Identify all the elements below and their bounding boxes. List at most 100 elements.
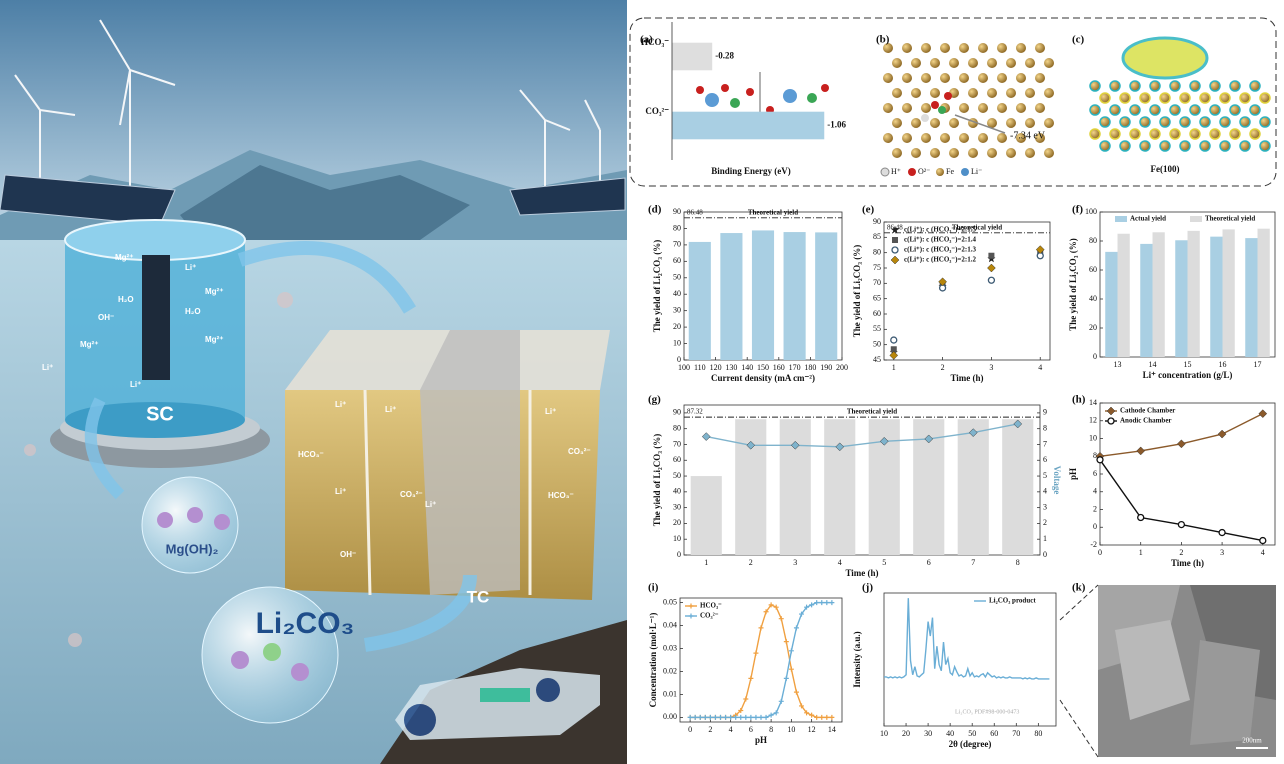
atom bbox=[730, 98, 740, 108]
marker bbox=[1177, 520, 1186, 529]
atom bbox=[1109, 104, 1121, 116]
legend-label: CO₃²⁻ bbox=[700, 612, 719, 620]
atom bbox=[1016, 103, 1026, 113]
y2-tick-label: 2 bbox=[1043, 518, 1047, 527]
value-label: -1.06 bbox=[827, 120, 846, 130]
atom bbox=[1239, 92, 1251, 104]
marker bbox=[1259, 536, 1267, 545]
atom bbox=[807, 93, 817, 103]
marker bbox=[733, 714, 739, 720]
y2-tick-label: 7 bbox=[1043, 439, 1047, 448]
energy-label: -7.34 eV bbox=[1010, 130, 1046, 141]
y2-tick-label: 3 bbox=[1043, 502, 1047, 511]
marker bbox=[793, 625, 799, 631]
atom bbox=[1016, 73, 1026, 83]
atom bbox=[938, 106, 946, 114]
atom bbox=[1199, 116, 1211, 128]
legend-label: c(Li⁺): c (HCO₃⁻)=2:1.2 bbox=[904, 256, 976, 264]
legend-label: HCO₃⁻ bbox=[700, 602, 722, 610]
atom bbox=[968, 88, 978, 98]
y-tick-label: 8 bbox=[1093, 451, 1097, 460]
y-tick-label: 50 bbox=[673, 273, 681, 282]
y2-axis-label: Voltage bbox=[1052, 466, 1062, 495]
x-tick-label: 80 bbox=[1034, 729, 1042, 738]
y-tick-label: 0.04 bbox=[663, 620, 677, 629]
atom bbox=[1229, 128, 1241, 140]
atom bbox=[746, 88, 754, 96]
ion: Li⁺ bbox=[335, 487, 346, 496]
marker bbox=[688, 603, 694, 609]
atom bbox=[1035, 73, 1045, 83]
atom bbox=[892, 58, 902, 68]
marker bbox=[1106, 406, 1116, 416]
marker bbox=[738, 714, 744, 720]
bar bbox=[672, 111, 825, 140]
atom bbox=[1006, 118, 1016, 128]
atom bbox=[940, 133, 950, 143]
bar bbox=[735, 419, 767, 555]
atom bbox=[1099, 140, 1111, 152]
marker bbox=[1137, 513, 1145, 522]
y-tick-label: 80 bbox=[673, 424, 681, 433]
x-axis-label: Time (h) bbox=[950, 373, 983, 383]
x-tick-label: 110 bbox=[694, 363, 706, 372]
panel-label: (h) bbox=[1072, 394, 1086, 406]
marker bbox=[890, 336, 898, 344]
bar bbox=[720, 233, 743, 360]
x-axis-label: Time (h) bbox=[1171, 558, 1204, 568]
atom bbox=[1179, 116, 1191, 128]
y-axis-label: The yield of Li₂CO₃ (%) bbox=[1068, 238, 1078, 330]
atom bbox=[959, 43, 969, 53]
y-tick-label: 80 bbox=[673, 223, 681, 232]
panel-label: (d) bbox=[648, 204, 662, 216]
y-tick-label: 60 bbox=[873, 309, 881, 318]
atom bbox=[921, 73, 931, 83]
marker bbox=[968, 428, 978, 437]
atom bbox=[892, 88, 902, 98]
marker bbox=[1013, 419, 1023, 429]
panel-label: (k) bbox=[1072, 582, 1086, 594]
precipitate-label: Mg(OH)₂ bbox=[166, 541, 219, 556]
x-tick-label: 16 bbox=[1219, 360, 1227, 369]
marker bbox=[1218, 528, 1226, 537]
x-tick-label: 14 bbox=[1149, 360, 1157, 369]
x-tick-label: 8 bbox=[1016, 558, 1020, 567]
x-tick-label: 2 bbox=[1179, 548, 1183, 557]
annotation: Li₂CO₃ PDF#98-000-0473 bbox=[955, 709, 1019, 715]
atom bbox=[911, 148, 921, 158]
x-tick-label: 13 bbox=[1114, 360, 1122, 369]
x-tick-label: 130 bbox=[725, 363, 737, 372]
marker bbox=[824, 714, 830, 720]
atom bbox=[1169, 128, 1181, 140]
atom bbox=[902, 103, 912, 113]
atom bbox=[883, 73, 893, 83]
ion: Li⁺ bbox=[385, 405, 396, 414]
atom bbox=[1149, 104, 1161, 116]
atom bbox=[1159, 140, 1171, 152]
x-tick-label: 4 bbox=[1038, 363, 1042, 372]
marker bbox=[688, 613, 694, 619]
marker bbox=[1177, 439, 1186, 449]
x-tick-label: 2 bbox=[941, 363, 945, 372]
y2-tick-label: 9 bbox=[1043, 408, 1047, 417]
atom bbox=[902, 133, 912, 143]
marker bbox=[763, 714, 769, 720]
panel-label: (e) bbox=[862, 204, 875, 216]
y-tick-label: 12 bbox=[1089, 416, 1097, 425]
legend-label: H⁺ bbox=[891, 167, 901, 176]
x-tick-label: 3 bbox=[793, 558, 797, 567]
line bbox=[690, 601, 832, 719]
atom bbox=[921, 114, 929, 122]
x-tick-label: 2 bbox=[749, 558, 753, 567]
atom bbox=[968, 58, 978, 68]
y-tick-label: 30 bbox=[673, 502, 681, 511]
y-tick-label: 50 bbox=[673, 471, 681, 480]
y-tick-label: 60 bbox=[673, 455, 681, 464]
marker bbox=[889, 351, 899, 360]
x-axis-label: Current density (mA cm⁻²) bbox=[711, 373, 815, 383]
atom bbox=[1209, 128, 1221, 140]
legend-label: Cathode Chamber bbox=[1120, 407, 1175, 415]
x-tick-label: 6 bbox=[927, 558, 931, 567]
pointer bbox=[954, 114, 1006, 134]
marker bbox=[1258, 409, 1268, 419]
